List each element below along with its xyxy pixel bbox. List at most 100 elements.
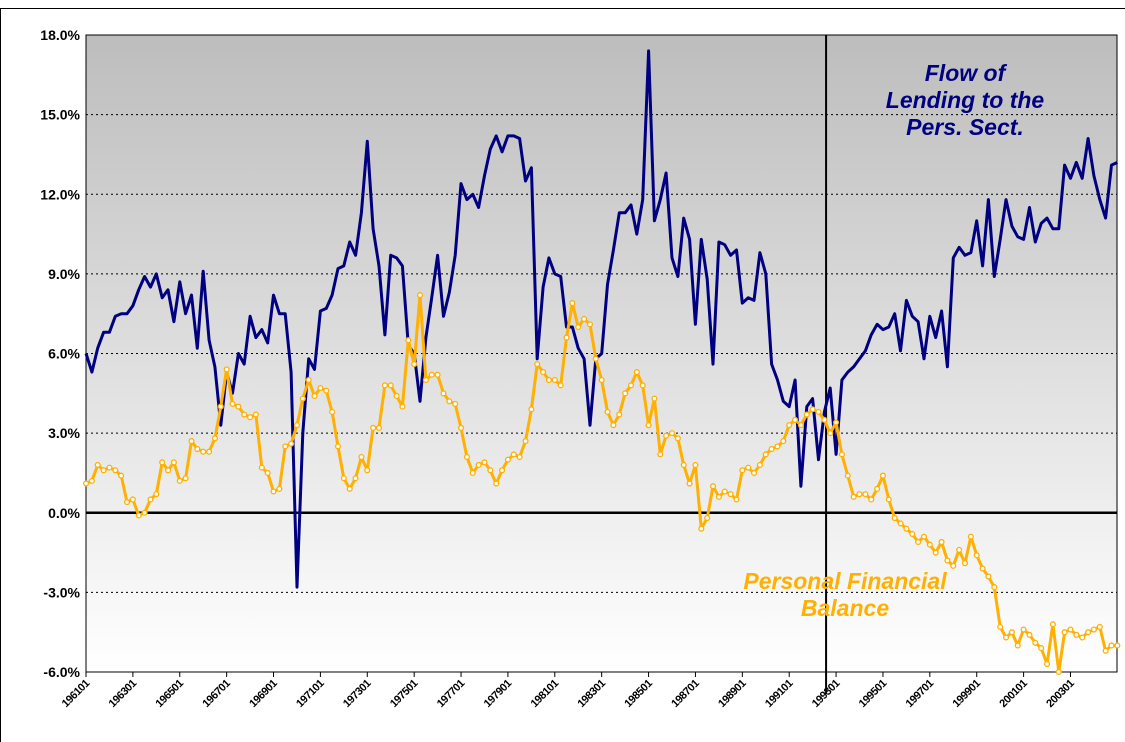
data-point: [797, 422, 804, 429]
data-point: [1102, 647, 1109, 654]
data-point: [88, 477, 95, 484]
x-tick-label: 198901: [716, 677, 749, 710]
data-point: [282, 443, 289, 450]
y-tick-label: 6.0%: [48, 346, 80, 362]
data-point: [188, 438, 195, 445]
data-point: [1032, 639, 1039, 646]
data-point: [381, 382, 388, 389]
data-point: [680, 461, 687, 469]
legend-entry: Personal Financial Balance: [743, 568, 947, 621]
x-tick-label: 200101: [997, 677, 1030, 710]
data-point: [440, 390, 447, 397]
data-point: [346, 485, 353, 492]
data-point: [223, 366, 230, 373]
data-point: [399, 403, 406, 410]
data-point: [288, 440, 295, 447]
data-point: [1079, 634, 1086, 641]
data-point: [733, 496, 740, 503]
data-point: [604, 408, 611, 415]
data-point: [159, 459, 166, 466]
data-point: [1049, 621, 1056, 628]
data-point: [499, 467, 506, 474]
data-point: [510, 451, 517, 458]
data-point: [803, 411, 810, 418]
data-point: [973, 552, 980, 559]
data-point: [915, 538, 922, 545]
data-point: [229, 400, 236, 407]
data-point: [709, 483, 717, 490]
data-point: [809, 406, 816, 413]
data-point: [739, 467, 746, 474]
data-point: [141, 509, 148, 516]
data-point: [358, 453, 365, 461]
data-point: [411, 361, 418, 368]
y-tick-label: 9.0%: [48, 266, 80, 282]
x-tick-label: 199101: [763, 677, 796, 710]
data-point: [252, 411, 259, 418]
data-point: [838, 451, 845, 458]
data-point: [1038, 645, 1045, 652]
series-line: [84, 49, 1119, 589]
data-point: [581, 315, 588, 323]
data-point: [891, 515, 898, 522]
data-point: [118, 472, 125, 479]
data-point: [991, 584, 998, 591]
data-point: [235, 403, 242, 410]
data-point: [112, 467, 119, 474]
data-point: [721, 488, 728, 495]
data-point: [135, 512, 142, 519]
data-point: [1002, 634, 1010, 641]
data-point: [616, 411, 623, 418]
data-point: [692, 461, 699, 469]
data-point: [364, 467, 371, 474]
data-point: [592, 355, 599, 362]
data-point: [657, 451, 664, 458]
y-tick-label: -6.0%: [43, 664, 80, 680]
data-point: [674, 435, 681, 442]
data-point: [82, 480, 90, 487]
data-point: [540, 369, 547, 376]
data-point: [194, 445, 201, 453]
data-point: [522, 438, 529, 445]
data-point: [897, 520, 904, 527]
data-point: [1026, 631, 1033, 638]
data-point: [405, 337, 412, 344]
data-point: [317, 384, 324, 392]
data-point: [944, 557, 951, 564]
data-point: [1008, 629, 1015, 636]
x-tick-label: 196101: [60, 677, 93, 710]
data-point: [879, 472, 887, 479]
data-point: [686, 480, 693, 487]
data-point: [387, 382, 394, 389]
x-tick-label: 199901: [951, 677, 984, 710]
x-tick-label: 196701: [200, 677, 233, 710]
data-point: [147, 496, 154, 503]
x-tick-label: 198501: [622, 677, 655, 710]
data-point: [170, 459, 177, 466]
data-point: [698, 525, 705, 532]
x-tick-label: 197901: [482, 677, 515, 710]
x-tick-label: 196901: [247, 677, 280, 710]
data-point: [1067, 626, 1074, 633]
data-point: [551, 376, 558, 384]
data-point: [756, 461, 763, 469]
data-point: [258, 464, 265, 471]
data-point: [557, 382, 564, 389]
x-tick-label: 196501: [154, 677, 187, 710]
data-point: [164, 467, 172, 474]
data-point: [715, 493, 722, 500]
data-point: [856, 491, 863, 498]
x-tick-label: 196301: [107, 677, 140, 710]
y-tick-label: 3.0%: [48, 425, 80, 441]
data-point: [874, 485, 881, 492]
data-point: [463, 453, 470, 461]
data-point: [264, 469, 271, 476]
data-point: [475, 461, 482, 469]
data-point: [862, 491, 869, 498]
data-point: [950, 562, 957, 569]
y-tick-label: 15.0%: [40, 107, 80, 123]
data-point: [352, 475, 359, 482]
data-point: [1020, 626, 1027, 633]
data-point: [569, 300, 576, 307]
